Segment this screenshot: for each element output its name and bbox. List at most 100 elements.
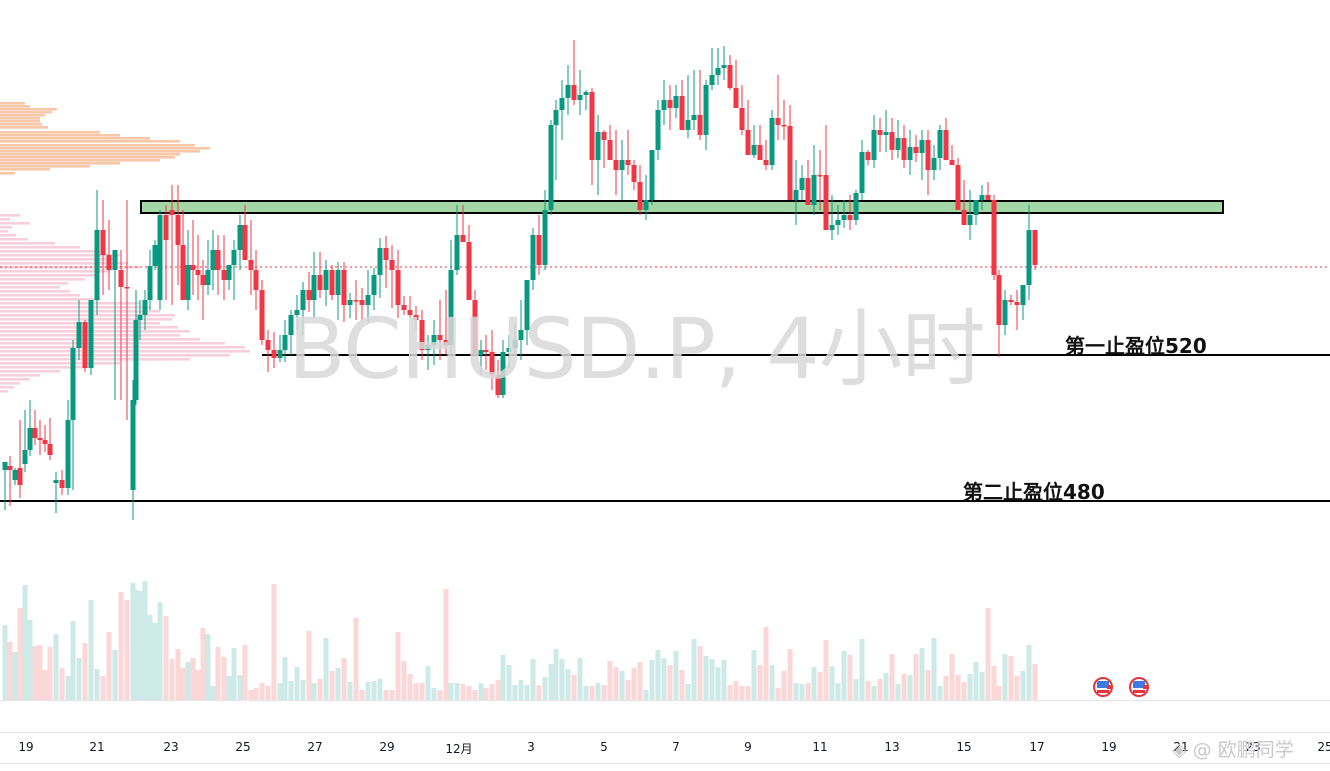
volume-profile-bar — [0, 346, 245, 349]
candle-up — [715, 68, 721, 75]
candle-up — [643, 200, 649, 210]
candle-down — [781, 125, 787, 127]
candle-down — [42, 440, 48, 444]
volume-bar — [536, 685, 542, 700]
time-axis[interactable]: 19 21 23 25 27 29 12月 3 5 7 9 11 13 15 17 19 21 23 25 — [0, 732, 1330, 764]
volume-bar — [2, 625, 8, 700]
volume-bar — [237, 675, 243, 700]
candle-up — [769, 118, 775, 165]
candle-down — [389, 260, 395, 270]
volume-bar — [715, 667, 721, 700]
volume-profile-bar — [0, 120, 40, 123]
volume-profile-bar — [0, 156, 175, 159]
time-axis-tick: 17 — [1029, 740, 1045, 754]
candle-down — [100, 230, 106, 255]
candle-up — [595, 132, 601, 160]
us-flag-event-icon[interactable] — [1129, 677, 1149, 697]
volume-bar — [829, 666, 835, 700]
volume-bar — [751, 650, 757, 700]
candle-up — [577, 95, 583, 100]
candle-down — [943, 130, 949, 160]
candle-up — [294, 310, 300, 315]
candle-up — [288, 315, 294, 335]
candle-up — [703, 85, 709, 135]
volume-bar — [631, 668, 637, 700]
volume-profile-bar — [0, 250, 100, 253]
us-flag-event-icon[interactable] — [1093, 677, 1113, 697]
candle-down — [7, 466, 13, 470]
candle-up — [454, 235, 460, 270]
volume-bar — [341, 658, 347, 700]
volume-bar — [559, 659, 565, 700]
volume-bar — [745, 686, 751, 700]
volume-bar — [59, 668, 65, 700]
volume-bar — [323, 638, 329, 700]
candle-down — [787, 126, 793, 200]
volume-profile-bar — [0, 386, 14, 389]
candle-up — [1002, 300, 1008, 325]
candle-up — [649, 150, 655, 200]
volume-bar — [703, 656, 709, 700]
volume-bar — [697, 646, 703, 700]
candle-up — [811, 175, 817, 205]
volume-bar — [317, 679, 323, 700]
volume-profile-bar — [0, 230, 8, 233]
volume-bar — [100, 676, 106, 700]
candle-down — [637, 182, 643, 210]
volume-bar — [365, 682, 371, 700]
volume-bar — [571, 675, 577, 700]
volume-profile-bar — [0, 226, 12, 229]
candle-down — [353, 300, 359, 302]
volume-bar — [395, 632, 401, 700]
candle-down — [106, 255, 112, 270]
volume-bar — [1008, 656, 1014, 700]
candle-down — [877, 130, 883, 135]
time-axis-tick: 15 — [956, 740, 972, 754]
candle-up — [661, 100, 667, 110]
volume-bar — [757, 665, 763, 700]
candle-up — [22, 450, 28, 464]
volume-bar — [306, 631, 312, 700]
candle-up — [518, 330, 524, 340]
candle-up — [793, 190, 799, 200]
volume-bar — [1014, 676, 1020, 700]
volume-bar — [763, 627, 769, 700]
volume-bar — [655, 650, 661, 700]
candle-up — [530, 235, 536, 280]
volume-bar — [65, 676, 71, 700]
candle-up — [371, 275, 377, 295]
candle-down — [985, 195, 991, 200]
candle-up — [133, 320, 139, 400]
volume-bar — [200, 628, 206, 700]
volume-bar — [94, 669, 100, 700]
volume-profile-bar — [0, 147, 210, 150]
volume-bar — [466, 686, 472, 700]
volume-bar — [817, 672, 823, 700]
volume-profile-bar — [0, 282, 68, 285]
volume-bar — [949, 654, 955, 700]
candle-down — [489, 352, 495, 375]
candle-up — [751, 145, 757, 155]
volume-profile-bar — [0, 222, 30, 225]
candle-down — [901, 138, 907, 160]
volume-bar — [407, 674, 413, 700]
candle-down — [265, 340, 271, 350]
time-axis-tick: 21 — [1173, 740, 1189, 754]
candle-down — [1008, 300, 1014, 302]
candle-down — [124, 287, 130, 289]
candle-down — [727, 65, 733, 88]
volume-profile-bar — [0, 382, 20, 385]
candle-up — [448, 270, 454, 345]
candle-up — [226, 265, 232, 280]
candle-down — [949, 160, 955, 165]
time-axis-tick: 23 — [163, 740, 179, 754]
candle-down — [242, 225, 248, 260]
time-axis-tick: 25 — [1317, 740, 1330, 754]
volume-bar — [799, 684, 805, 700]
volume-bar — [901, 674, 907, 700]
volume-profile-bar — [0, 390, 8, 393]
candle-down — [955, 165, 961, 210]
candle-down — [329, 270, 335, 295]
